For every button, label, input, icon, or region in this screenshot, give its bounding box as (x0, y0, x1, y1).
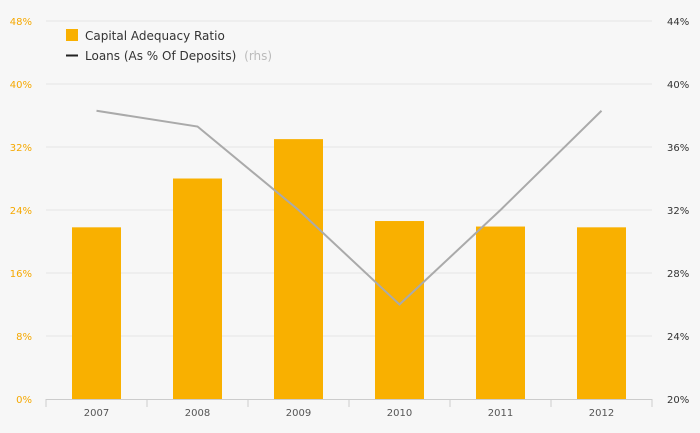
y-left-tick-label: 16% (10, 269, 32, 280)
y-right-tick-label: 24% (667, 332, 689, 343)
y-left-tick-label: 8% (16, 332, 32, 343)
legend-label-capital-adequacy: Capital Adequacy Ratio (85, 29, 225, 43)
bar-2011 (476, 226, 525, 399)
bar-2012 (577, 227, 626, 399)
bar-series (72, 139, 626, 399)
y-right-tick-label: 40% (667, 80, 689, 91)
y-right-tick-label: 20% (667, 395, 689, 406)
y-right-tick-label: 36% (667, 143, 689, 154)
y-left-tick-label: 32% (10, 143, 32, 154)
x-tick-label: 2009 (286, 408, 311, 419)
bar-2007 (72, 227, 121, 399)
x-tick-label: 2010 (387, 408, 412, 419)
gridlines (46, 20, 652, 337)
legend: Capital Adequacy Ratio Loans (As % Of De… (66, 29, 272, 63)
y-left-tick-label: 40% (10, 80, 32, 91)
y-right-tick-label: 32% (667, 206, 689, 217)
bar-2009 (274, 139, 323, 399)
x-tick-label: 2008 (185, 408, 210, 419)
legend-swatch-capital-adequacy (66, 29, 78, 41)
y-right-tick-label: 44% (667, 17, 689, 28)
y-left-tick-label: 48% (10, 17, 32, 28)
y-left-tick-label: 24% (10, 206, 32, 217)
bar-2008 (173, 178, 222, 399)
x-tick-label: 2007 (84, 408, 109, 419)
y-right-tick-label: 28% (667, 269, 689, 280)
loans-line (96, 109, 603, 306)
x-tick-label: 2011 (488, 408, 513, 419)
x-tick-label: 2012 (589, 408, 614, 419)
y-left-tick-label: 0% (16, 395, 32, 406)
bar-2010 (375, 221, 424, 399)
axes: 0% 8% 16% 24% 32% 40% 48% 20% 24% 28% 32% 36% 40% 44%… (10, 17, 689, 419)
line-series (96, 109, 603, 306)
legend-label-loans-suffix: (rhs) (244, 49, 272, 63)
legend-label-loans-text: Loans (As % Of Deposits) (85, 49, 236, 63)
legend-label-loans: Loans (As % Of Deposits) (rhs) (85, 49, 272, 63)
